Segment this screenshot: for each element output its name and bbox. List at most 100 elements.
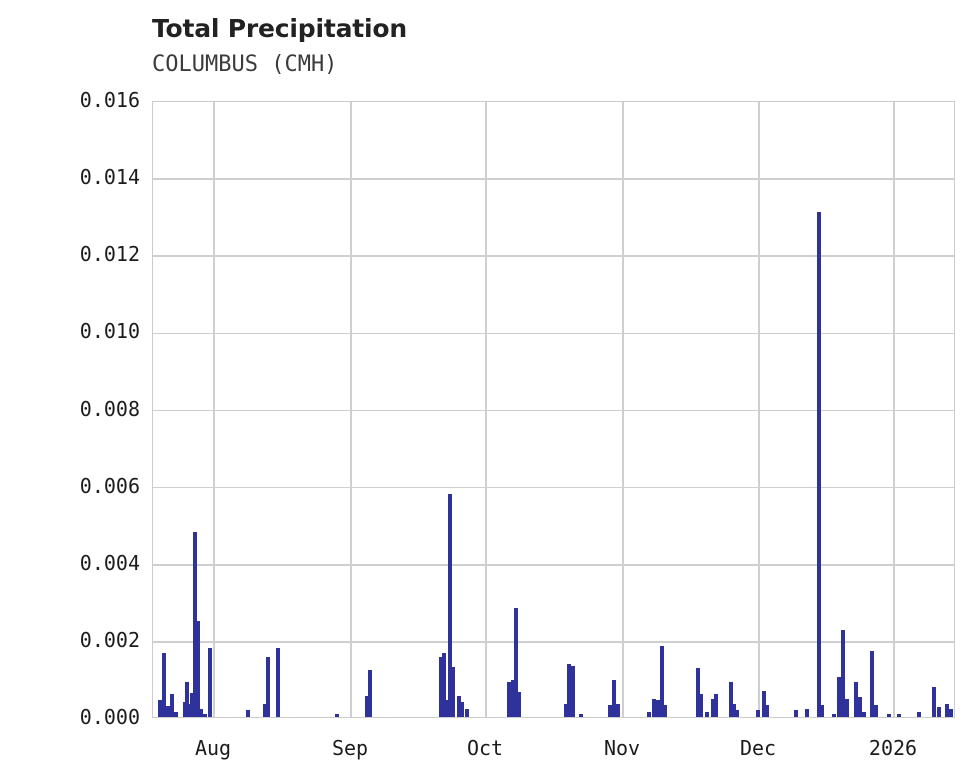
y-axis-tick-label: 0.010 <box>79 319 140 344</box>
bar <box>945 703 949 717</box>
y-axis-tick-label: 0.014 <box>79 165 140 190</box>
bar <box>805 708 809 717</box>
bar <box>729 681 733 717</box>
y-axis-tick-label: 0.008 <box>79 396 140 421</box>
bar <box>266 657 270 717</box>
gridline-horizontal <box>153 409 954 412</box>
bar <box>832 713 836 717</box>
bar <box>660 645 664 717</box>
bar <box>887 713 891 717</box>
y-axis-tick-label: 0.000 <box>79 705 140 729</box>
bar <box>517 691 521 717</box>
chart-subtitle-station: COLUMBUS (CMH) <box>152 52 338 77</box>
gridline-horizontal <box>153 178 954 180</box>
y-axis-tick-label: 0.006 <box>79 473 140 498</box>
bar <box>335 713 339 717</box>
bar <box>567 663 571 717</box>
bar <box>874 704 878 717</box>
bar <box>579 713 583 717</box>
bar <box>571 666 575 717</box>
gridline-horizontal <box>153 486 954 489</box>
bar <box>656 699 660 717</box>
bar <box>612 679 616 717</box>
y-axis-tick-label: 0.004 <box>79 550 140 575</box>
bar <box>937 707 941 717</box>
y-axis-tick-label: 0.002 <box>79 627 140 652</box>
x-axis-tick-label: Nov <box>603 736 641 760</box>
x-axis-tick-label: Dec <box>739 736 777 760</box>
plot-area <box>152 101 955 718</box>
bar <box>442 653 446 717</box>
bar <box>193 531 197 717</box>
y-axis-tick-label: 0.012 <box>79 242 140 267</box>
bar <box>439 657 443 717</box>
bar <box>365 695 369 717</box>
bar <box>158 699 162 717</box>
bar <box>368 669 372 717</box>
bar <box>837 676 841 717</box>
bar <box>897 713 901 717</box>
bar <box>870 650 874 717</box>
gridline-horizontal <box>153 641 954 643</box>
bar <box>841 630 845 717</box>
gridline-horizontal <box>153 563 954 566</box>
bar <box>514 608 518 717</box>
bar <box>711 698 715 717</box>
gridline-vertical <box>350 102 352 717</box>
y-axis-tick-labels: 0.000 0.002 0.004 0.006 0.008 0.010 0.012 0.014… <box>0 0 140 780</box>
bar <box>817 211 821 717</box>
gridline-horizontal <box>153 255 954 258</box>
bar <box>756 710 760 717</box>
x-axis-tick-label: Sep <box>331 736 369 760</box>
gridline-vertical <box>893 102 895 717</box>
bar <box>949 709 953 717</box>
bar <box>465 708 469 717</box>
bar <box>190 693 194 717</box>
bar <box>765 704 769 717</box>
bar <box>170 693 174 717</box>
bar <box>263 703 267 717</box>
bar <box>276 648 280 717</box>
y-axis-tick-label: 0.016 <box>79 88 140 112</box>
bar <box>917 712 921 717</box>
bar <box>185 682 189 717</box>
bar <box>608 704 612 717</box>
chart-title: Total Precipitation <box>152 14 407 43</box>
bar <box>762 690 766 717</box>
bar <box>564 703 568 717</box>
bar <box>845 698 849 717</box>
gridline-horizontal <box>153 332 954 335</box>
x-axis-tick-label: Aug <box>194 736 232 760</box>
bar <box>696 667 700 717</box>
bar <box>507 682 511 717</box>
bar <box>647 712 651 717</box>
x-axis-tick-label: 2026 <box>868 736 918 760</box>
bar <box>616 704 620 717</box>
bar <box>511 680 515 717</box>
bar <box>208 648 212 717</box>
bar <box>199 708 203 717</box>
bar <box>735 710 739 717</box>
bar <box>187 704 191 717</box>
bar <box>445 699 449 717</box>
bar <box>246 710 250 717</box>
gridline-vertical <box>485 102 487 717</box>
bar <box>732 703 736 717</box>
bar <box>196 620 200 717</box>
bar <box>183 701 187 717</box>
bar <box>714 693 718 717</box>
bar <box>162 653 166 717</box>
bar <box>460 702 464 717</box>
bar <box>854 682 858 717</box>
gridline-vertical <box>758 102 760 717</box>
bar <box>166 706 170 717</box>
bar <box>451 666 455 717</box>
bar <box>794 710 798 717</box>
bar <box>820 705 824 717</box>
bar <box>448 494 452 717</box>
bar <box>858 696 862 717</box>
bar <box>862 712 866 717</box>
x-axis-tick-label: Oct <box>466 736 504 760</box>
bar <box>457 695 461 717</box>
